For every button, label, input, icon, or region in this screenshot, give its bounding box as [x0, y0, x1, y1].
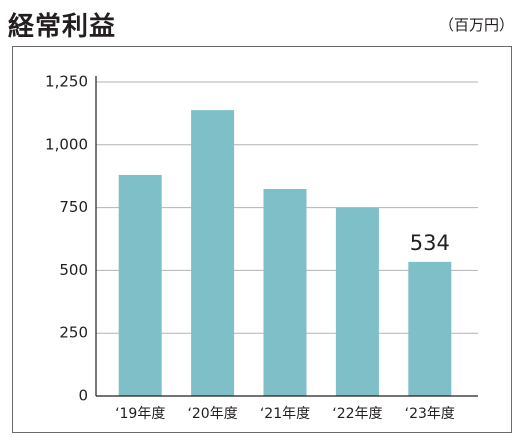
bar — [191, 110, 235, 396]
x-tick-label: ‘23年度 — [405, 406, 455, 422]
y-tick-label: 500 — [59, 261, 88, 279]
chart-title: 経常利益 — [8, 12, 117, 42]
bar — [263, 189, 307, 396]
data-label: 534 — [410, 231, 450, 255]
y-tick-label: 1,000 — [45, 135, 88, 153]
axes — [95, 76, 478, 397]
y-tick-label: 750 — [59, 198, 88, 216]
y-tick-label: 1,250 — [45, 73, 88, 91]
bar — [335, 207, 379, 396]
y-tick-label: 0 — [78, 387, 88, 405]
labels: 0 250 500 750 1,000 1,250 ‘19年度 ‘20年度 ‘21年度 ‘22年度… — [45, 73, 455, 423]
x-tick-label: ‘20年度 — [187, 406, 237, 422]
bar — [408, 261, 452, 396]
chart-frame — [12, 46, 512, 433]
x-tick-label: ‘22年度 — [332, 406, 382, 422]
unit-label: （百万円） — [438, 16, 514, 34]
bar — [118, 174, 162, 396]
x-tick-label: ‘21年度 — [260, 406, 310, 422]
bars — [118, 110, 452, 396]
x-tick-label: ‘19年度 — [115, 406, 165, 422]
y-tick-label: 250 — [59, 324, 88, 342]
